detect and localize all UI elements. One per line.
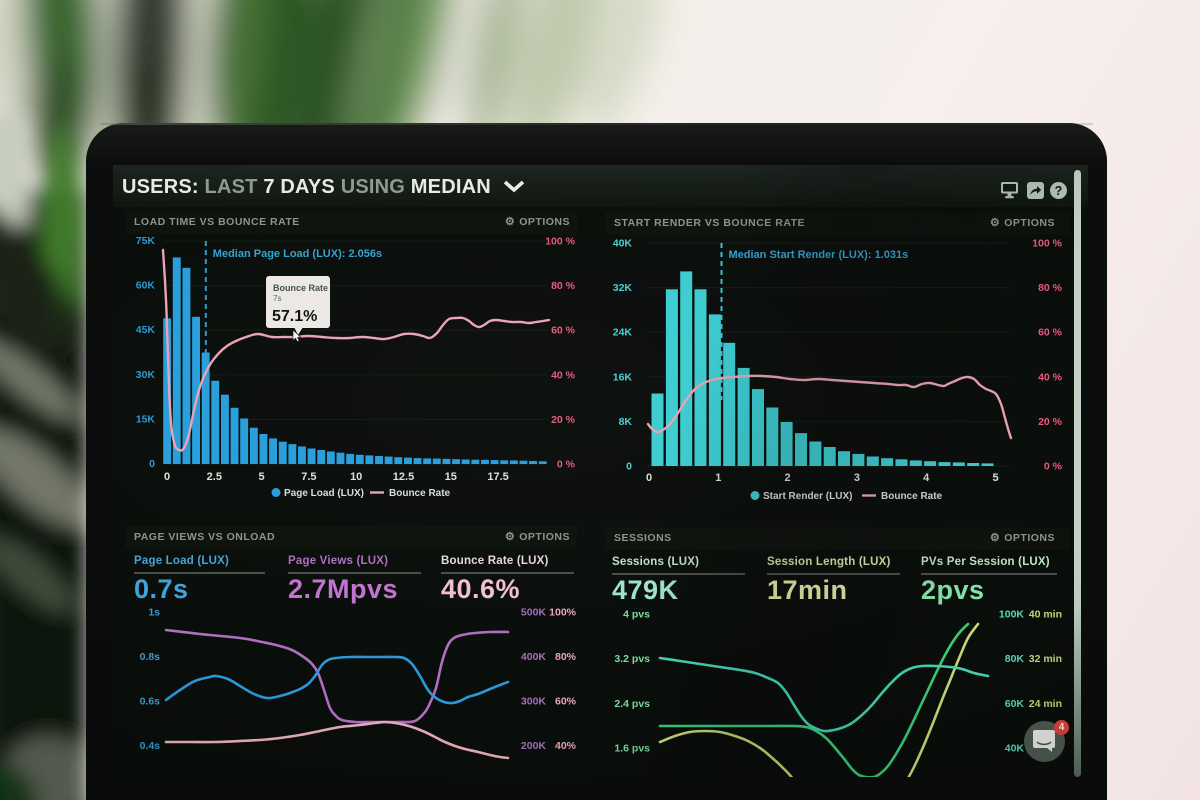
- svg-text:300K: 300K: [521, 696, 547, 708]
- svg-text:Bounce Rate: Bounce Rate: [389, 488, 451, 499]
- svg-text:1s: 1s: [148, 607, 160, 619]
- svg-text:40 %: 40 %: [1038, 371, 1063, 383]
- svg-text:4 pvs: 4 pvs: [623, 609, 650, 621]
- svg-text:75K: 75K: [136, 235, 156, 247]
- svg-text:0.8s: 0.8s: [140, 651, 161, 663]
- svg-text:60 %: 60 %: [1038, 327, 1063, 339]
- svg-text:60K: 60K: [1005, 698, 1025, 710]
- svg-text:15K: 15K: [136, 413, 156, 425]
- svg-text:0: 0: [626, 461, 632, 473]
- svg-text:60 %: 60 %: [551, 325, 576, 337]
- svg-text:17.5: 17.5: [487, 471, 508, 483]
- svg-text:100%: 100%: [549, 607, 577, 619]
- svg-text:200K: 200K: [521, 740, 547, 752]
- svg-text:400K: 400K: [521, 651, 547, 663]
- svg-text:3.2 pvs: 3.2 pvs: [614, 653, 650, 665]
- svg-text:2: 2: [785, 472, 791, 484]
- svg-text:3: 3: [854, 472, 860, 484]
- svg-text:Start Render (LUX): Start Render (LUX): [763, 491, 852, 502]
- svg-text:0 %: 0 %: [557, 459, 576, 471]
- svg-text:80 %: 80 %: [551, 280, 576, 292]
- svg-text:40K: 40K: [613, 238, 633, 250]
- svg-text:20 %: 20 %: [551, 414, 576, 426]
- svg-text:32 min: 32 min: [1029, 653, 1062, 665]
- svg-text:Bounce Rate: Bounce Rate: [273, 283, 328, 293]
- svg-text:40%: 40%: [555, 740, 577, 752]
- svg-text:24K: 24K: [613, 327, 633, 339]
- svg-text:60K: 60K: [136, 280, 156, 292]
- svg-text:1.6 pvs: 1.6 pvs: [614, 743, 650, 755]
- svg-text:80K: 80K: [1005, 653, 1025, 665]
- svg-text:500K: 500K: [521, 607, 547, 619]
- svg-text:32K: 32K: [613, 282, 633, 294]
- svg-text:0.4s: 0.4s: [140, 740, 161, 752]
- svg-text:?: ?: [1055, 184, 1063, 198]
- svg-text:8K: 8K: [619, 416, 633, 428]
- svg-text:Bounce Rate: Bounce Rate: [881, 491, 943, 502]
- svg-text:45K: 45K: [136, 324, 156, 336]
- svg-text:7.5: 7.5: [301, 471, 316, 483]
- svg-text:0: 0: [149, 458, 155, 470]
- svg-text:12.5: 12.5: [393, 471, 414, 483]
- svg-text:20 %: 20 %: [1038, 416, 1063, 428]
- svg-text:1: 1: [715, 472, 721, 484]
- svg-text:100K: 100K: [999, 609, 1025, 621]
- svg-text:30K: 30K: [136, 369, 156, 381]
- svg-text:5: 5: [992, 472, 998, 484]
- svg-text:2.5: 2.5: [207, 471, 222, 483]
- svg-text:Median Page Load (LUX): 2.056s: Median Page Load (LUX): 2.056s: [213, 248, 382, 260]
- svg-text:24 min: 24 min: [1029, 698, 1062, 710]
- svg-text:4: 4: [923, 472, 930, 484]
- svg-text:80%: 80%: [555, 651, 577, 663]
- svg-text:0 %: 0 %: [1044, 461, 1063, 473]
- svg-text:7s: 7s: [273, 294, 281, 303]
- svg-text:60%: 60%: [555, 696, 577, 708]
- svg-text:0: 0: [646, 472, 652, 484]
- svg-text:15: 15: [445, 471, 457, 483]
- svg-text:100 %: 100 %: [1032, 238, 1062, 250]
- svg-text:10: 10: [350, 471, 362, 483]
- svg-text:Page Load (LUX): Page Load (LUX): [284, 488, 364, 499]
- svg-text:80 %: 80 %: [1038, 282, 1063, 294]
- svg-text:5: 5: [259, 471, 265, 483]
- svg-text:40 %: 40 %: [551, 369, 576, 381]
- svg-text:40K: 40K: [1005, 743, 1025, 755]
- svg-text:40 min: 40 min: [1029, 609, 1062, 621]
- svg-text:2.4 pvs: 2.4 pvs: [614, 698, 650, 710]
- svg-text:0: 0: [164, 471, 170, 483]
- svg-text:57.1%: 57.1%: [272, 308, 317, 325]
- svg-text:16K: 16K: [613, 371, 633, 383]
- svg-text:0.6s: 0.6s: [140, 696, 161, 708]
- svg-text:100 %: 100 %: [545, 236, 575, 248]
- svg-text:Median Start Render (LUX): 1.0: Median Start Render (LUX): 1.031s: [729, 249, 909, 261]
